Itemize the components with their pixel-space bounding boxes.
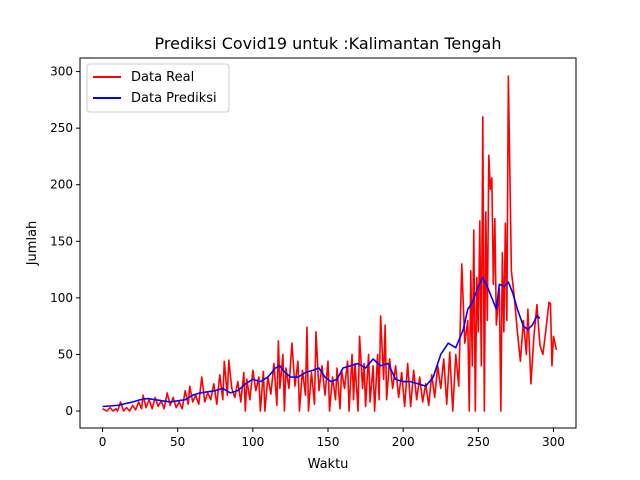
y-tick-label: 250	[50, 121, 73, 135]
series-line-data-prediksi	[102, 276, 541, 408]
plot-lines	[102, 75, 558, 412]
x-axis-ticks: 0 50 100 150 200 250 300	[99, 428, 565, 449]
y-tick-label: 300	[50, 65, 73, 79]
x-tick-label: 150	[317, 435, 340, 449]
legend-label-data-real: Data Real	[131, 70, 194, 85]
x-tick-label: 0	[99, 435, 107, 449]
y-axis-label: Jumlah	[25, 221, 40, 267]
x-tick-label: 50	[170, 435, 185, 449]
x-tick-label: 300	[542, 435, 565, 449]
legend-box	[86, 63, 230, 113]
legend: Data Real Data Prediksi	[86, 63, 230, 113]
x-tick-label: 100	[241, 435, 264, 449]
y-tick-label: 200	[50, 178, 73, 192]
legend-label-data-prediksi: Data Prediksi	[131, 91, 217, 106]
y-axis-ticks: 0 50 100 150 200 250 300	[50, 65, 80, 418]
x-axis-label: Waktu	[308, 457, 349, 472]
series-line-data-real	[102, 75, 558, 412]
y-tick-label: 0	[65, 404, 73, 418]
chart-title: Prediksi Covid19 untuk :Kalimantan Tenga…	[155, 34, 502, 53]
y-tick-label: 50	[58, 347, 73, 361]
y-tick-label: 150	[50, 234, 73, 248]
y-tick-label: 100	[50, 291, 73, 305]
x-tick-label: 200	[392, 435, 415, 449]
x-tick-label: 250	[467, 435, 490, 449]
